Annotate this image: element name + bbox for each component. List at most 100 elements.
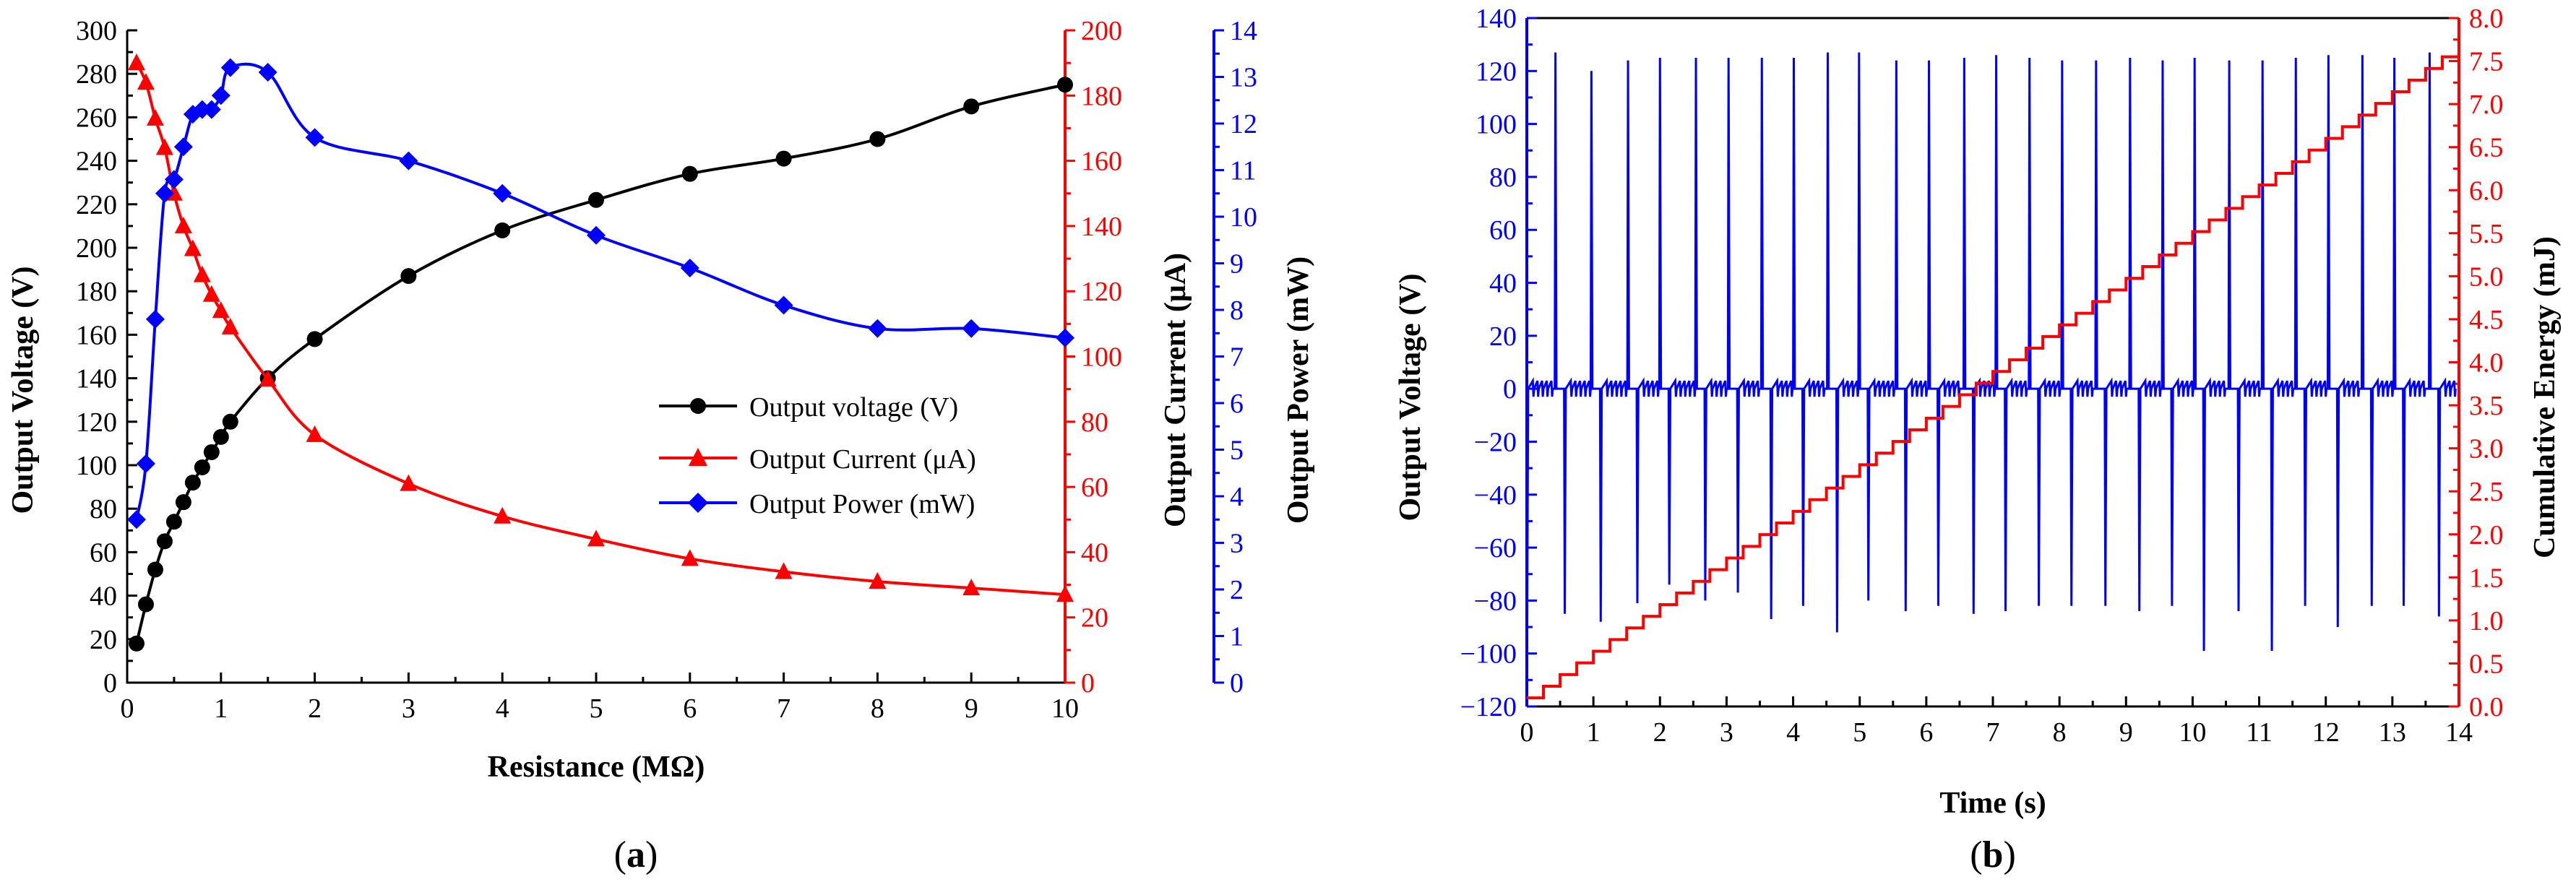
y-right2-tick-label: 3	[1230, 529, 1244, 559]
panel-a-caption: (a)	[614, 834, 658, 875]
y-right2-tick-label: 6	[1230, 389, 1244, 419]
y-left-tick-label: 80	[90, 494, 117, 524]
y-right1-tick-label: 140	[1081, 212, 1122, 242]
y-left-tick-label: 200	[76, 233, 117, 264]
energy-staircase	[1527, 55, 2459, 700]
x-tick-label: 7	[1986, 717, 2000, 748]
x-tick-label: 6	[683, 693, 697, 724]
y-left-tick-label: 180	[76, 277, 117, 307]
x-tick-label: 5	[1853, 717, 1866, 748]
legend-item-power: Output Power (mW)	[659, 489, 975, 519]
series-diamond	[126, 58, 1074, 529]
y-right-tick-label: 8.0	[2469, 4, 2504, 34]
y-right-tick-label: 6.5	[2469, 133, 2504, 163]
data-point-circle	[156, 533, 173, 550]
panel-b-y-axis-voltage: −120 −100 −80 −60 −40 −20 0 20 40 60 80 100 120 140	[1460, 4, 1537, 722]
x-tick-label: 4	[1786, 717, 1800, 748]
y-right2-tick-label: 11	[1230, 156, 1257, 186]
data-point-triangle	[306, 425, 324, 442]
y-right-tick-label: 6.0	[2469, 176, 2504, 206]
y-left-tick-label: 40	[90, 581, 117, 612]
x-tick-label: 2	[308, 693, 322, 724]
panel-b-x-axis-label: Time (s)	[1939, 787, 2046, 820]
panel-b-x-axis: 0 1 2 3 4 5 6 7 8 9 10 11 12 13 14	[1520, 696, 2473, 748]
x-tick-label: 0	[121, 693, 134, 724]
y-left-tick-label: −20	[1474, 427, 1517, 457]
legend-item-voltage: Output voltage (V)	[659, 392, 958, 423]
y-right-tick-label: 3.0	[2469, 434, 2504, 464]
data-point-circle	[681, 165, 698, 182]
y-left-tick-label: 140	[1476, 4, 1517, 34]
x-tick-label: 1	[214, 693, 228, 724]
panel-a-y-axis-voltage-label: Output Voltage (V)	[7, 266, 40, 514]
data-point-diamond	[1056, 328, 1074, 347]
y-left-tick-label: 20	[90, 625, 117, 655]
data-point-diamond	[136, 454, 155, 473]
data-point-circle	[222, 413, 238, 430]
x-tick-label: 6	[1919, 717, 1933, 748]
y-right2-tick-label: 4	[1230, 482, 1244, 512]
y-right2-tick-label: 9	[1230, 249, 1244, 280]
legend-marker-diamond	[688, 493, 708, 513]
y-left-tick-label: −120	[1460, 692, 1517, 722]
data-point-triangle	[184, 239, 202, 256]
data-point-circle	[869, 131, 886, 147]
data-point-triangle	[681, 549, 699, 566]
y-right1-tick-label: 160	[1081, 147, 1122, 177]
x-tick-label: 14	[2445, 717, 2473, 748]
y-right-tick-label: 5.5	[2469, 219, 2504, 249]
y-left-tick-label: 0	[103, 668, 117, 699]
data-point-circle	[165, 514, 182, 530]
data-point-triangle	[869, 572, 887, 589]
data-point-diamond	[145, 309, 165, 329]
y-right1-tick-label: 20	[1081, 603, 1108, 634]
y-left-tick-label: 260	[76, 103, 117, 133]
y-left-tick-label: −80	[1474, 586, 1517, 616]
data-point-triangle	[1056, 585, 1074, 602]
x-tick-label: 8	[2053, 717, 2067, 748]
x-tick-label: 3	[402, 693, 415, 724]
y-right-tick-label: 1.0	[2469, 606, 2504, 636]
data-point-diamond	[220, 58, 240, 77]
x-tick-label: 2	[1653, 717, 1667, 748]
series-line	[135, 83, 1066, 644]
data-point-circle	[184, 475, 201, 491]
data-point-triangle	[400, 474, 418, 491]
panel-b-y-axis-voltage-label: Output Voltage (V)	[1394, 273, 1427, 521]
y-right2-tick-label: 2	[1230, 575, 1244, 605]
x-tick-label: 4	[496, 693, 509, 724]
y-right2-tick-label: 12	[1230, 109, 1257, 139]
data-point-circle	[494, 222, 511, 238]
y-left-tick-label: 60	[1489, 215, 1517, 246]
panel-a-resistance-chart: 0 1 2 3 4 5 6 7 8 9 10 020406080100120140160180200…	[7, 16, 1315, 875]
y-right-tick-label: 2.0	[2469, 520, 2504, 550]
data-point-triangle	[212, 301, 230, 319]
data-point-circle	[147, 561, 163, 578]
y-left-tick-label: 40	[1489, 269, 1517, 299]
voltage-trace	[1525, 52, 2457, 707]
data-point-circle	[775, 150, 792, 167]
data-point-circle	[128, 635, 145, 652]
caption-paren-open: (	[1970, 834, 1982, 875]
y-left-tick-label: 120	[76, 407, 117, 438]
y-left-tick-label: 80	[1489, 163, 1517, 193]
data-point-triangle	[775, 562, 793, 579]
x-tick-label: 10	[1051, 693, 1079, 724]
x-tick-label: 11	[2246, 717, 2273, 748]
data-point-diamond	[680, 258, 699, 277]
panel-a-y-axis-current-label: Output Current (μA)	[1159, 253, 1192, 527]
y-left-tick-label: 20	[1489, 321, 1517, 352]
y-right1-tick-label: 60	[1081, 472, 1108, 503]
y-right1-tick-label: 40	[1081, 537, 1108, 568]
panel-a-y-axis-power-label: Output Power (mW)	[1282, 256, 1315, 524]
panel-b-y-axis-energy-label: Cumulative Energy (mJ)	[2528, 236, 2562, 558]
x-tick-label: 9	[965, 693, 978, 724]
y-right-tick-label: 7.5	[2469, 47, 2504, 77]
data-point-diamond	[126, 510, 146, 529]
legend-label-power: Output Power (mW)	[749, 489, 975, 519]
x-tick-label: 10	[2179, 717, 2206, 748]
panel-b-caption: (b)	[1970, 834, 2016, 875]
data-point-triangle	[494, 506, 512, 524]
data-point-diamond	[155, 183, 174, 203]
caption-paren-open: (	[614, 834, 626, 875]
